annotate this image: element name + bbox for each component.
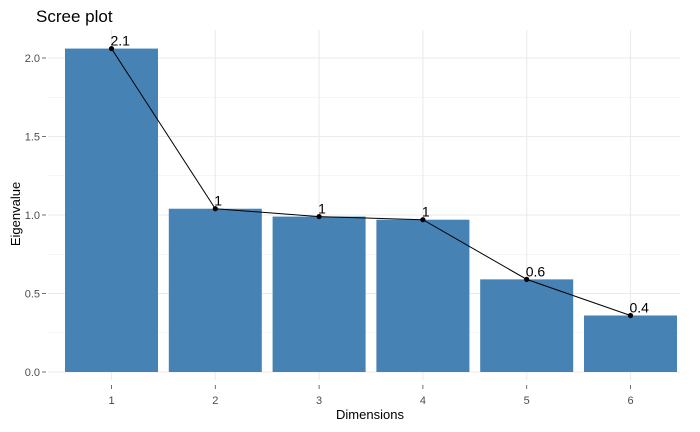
x-axis-ticks: 1 2 3 4 5 6: [108, 385, 634, 407]
x-tick-label: 2: [212, 395, 218, 407]
point-dim-2: [212, 206, 218, 212]
data-label-dim-4: 1: [422, 204, 430, 220]
point-dim-6: [627, 312, 634, 319]
point-dim-5: [524, 276, 530, 282]
y-axis-ticks: 0.0 0.5 1.0 1.5 2.0: [25, 53, 46, 379]
bar-dim-5: [480, 279, 574, 372]
point-dim-3: [316, 213, 322, 220]
data-label-dim-3: 1: [318, 201, 326, 217]
line-layer: [108, 45, 634, 319]
data-label-dim-5: 0.6: [526, 263, 546, 279]
x-tick-label: 1: [108, 395, 114, 407]
bar-dim-6: [584, 315, 677, 372]
x-tick-label: 6: [627, 395, 633, 407]
data-label-dim-1: 2.1: [111, 33, 131, 49]
x-tick-label: 3: [316, 395, 322, 407]
point-dim-4: [420, 217, 426, 223]
y-axis-label: Eigenvalue: [8, 182, 23, 246]
point-dim-1: [108, 45, 115, 52]
bar-dim-4: [376, 219, 470, 372]
y-tick-label: 1.5: [25, 132, 40, 144]
y-tick-label: 0.5: [25, 289, 40, 301]
x-axis-label: Dimensions: [336, 407, 404, 422]
eigenvalue-line: [111, 48, 631, 316]
data-label-dim-6: 0.4: [630, 299, 650, 315]
chart-title: Scree plot: [36, 7, 113, 26]
y-tick-label: 0.0: [25, 367, 40, 379]
data-label-dim-2: 1: [214, 193, 222, 209]
y-tick-label: 2.0: [25, 53, 40, 65]
bar-dim-2: [168, 208, 262, 372]
y-tick-label: 1.0: [25, 210, 40, 222]
x-tick-label: 4: [420, 395, 426, 407]
bar-dim-1: [65, 48, 158, 373]
x-tick-label: 5: [524, 395, 530, 407]
bar-dim-3: [272, 216, 366, 372]
bars-layer: [65, 48, 677, 373]
labels-layer: 2.1 1 1 1 0.6 0.4: [111, 33, 650, 316]
